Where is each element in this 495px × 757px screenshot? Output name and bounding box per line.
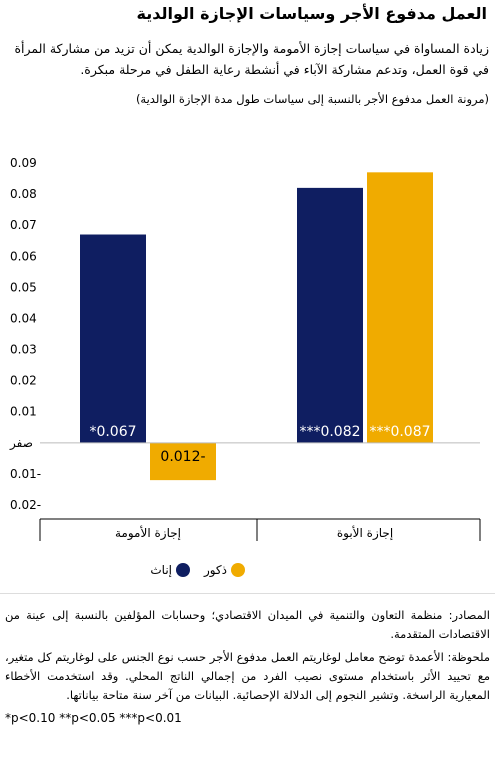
chart-title: العمل مدفوع الأجر وسياسات الإجازة الوالد… [136, 4, 487, 23]
footer-sources: المصادر: منظمة التعاون والتنمية في الميد… [5, 608, 490, 641]
bar-label-0-1: 0.012- [160, 449, 205, 465]
y-tick-label-5: 0.04 [10, 311, 37, 325]
y-tick-label-10: 0.01- [10, 467, 41, 481]
footer-significance: *p<0.10 **p<0.05 ***p<0.01 [5, 711, 182, 725]
chart-legend: ذكور إناث [0, 563, 495, 583]
y-tick-label-0: 0.09 [10, 156, 37, 170]
bar-label-1-1: ***0.087 [369, 424, 430, 440]
x-category-label-1: إجازة الأبوة [337, 525, 393, 541]
bar-0-1 [150, 442, 216, 481]
y-tick-label-4: 0.05 [10, 280, 37, 294]
y-tick-label-6: 0.03 [10, 343, 37, 357]
bar-1-0 [297, 187, 363, 443]
bar-0-0 [80, 234, 146, 443]
footer: المصادر: منظمة التعاون والتنمية في الميد… [5, 606, 490, 732]
bar-label-1-0: ***0.082 [299, 424, 360, 440]
chart-unit-note: (مرونة العمل مدفوع الأجر بالنسبة إلى سيا… [135, 92, 489, 106]
x-category-label-0: إجازة الأمومة [115, 525, 181, 541]
chart-subtitle: زيادة المساواة في سياسات إجازة الأمومة و… [14, 41, 489, 77]
y-tick-label-1: 0.08 [10, 187, 37, 201]
y-tick-label-11: 0.02- [10, 498, 41, 512]
legend-item-male: ذكور [204, 563, 245, 577]
bar-label-0-0: *0.067 [89, 424, 136, 440]
y-tick-label-8: 0.01 [10, 405, 37, 419]
y-tick-label-3: 0.06 [10, 249, 37, 263]
legend-label-male: ذكور [203, 563, 227, 577]
legend-swatch-female [176, 563, 190, 577]
bar-chart: 0.09 0.08 0.07 0.06 0.05 0.04 0.03 0.02 0.01 صفر 0… [9, 156, 481, 541]
y-tick-label-2: 0.07 [10, 218, 37, 232]
chart-area: 0.09 0.08 0.07 0.06 0.05 0.04 0.03 0.02 0.01 صفر 0… [0, 143, 495, 594]
legend-swatch-male [231, 563, 245, 577]
y-tick-label-9: صفر [9, 436, 33, 451]
bar-1-1 [367, 172, 433, 443]
y-tick-label-7: 0.02 [10, 374, 37, 388]
legend-item-female: إناث [150, 563, 190, 577]
footer-note: ملحوظة: الأعمدة توضح معامل لوغاريتم العم… [5, 650, 490, 702]
legend-label-female: إناث [150, 563, 172, 577]
